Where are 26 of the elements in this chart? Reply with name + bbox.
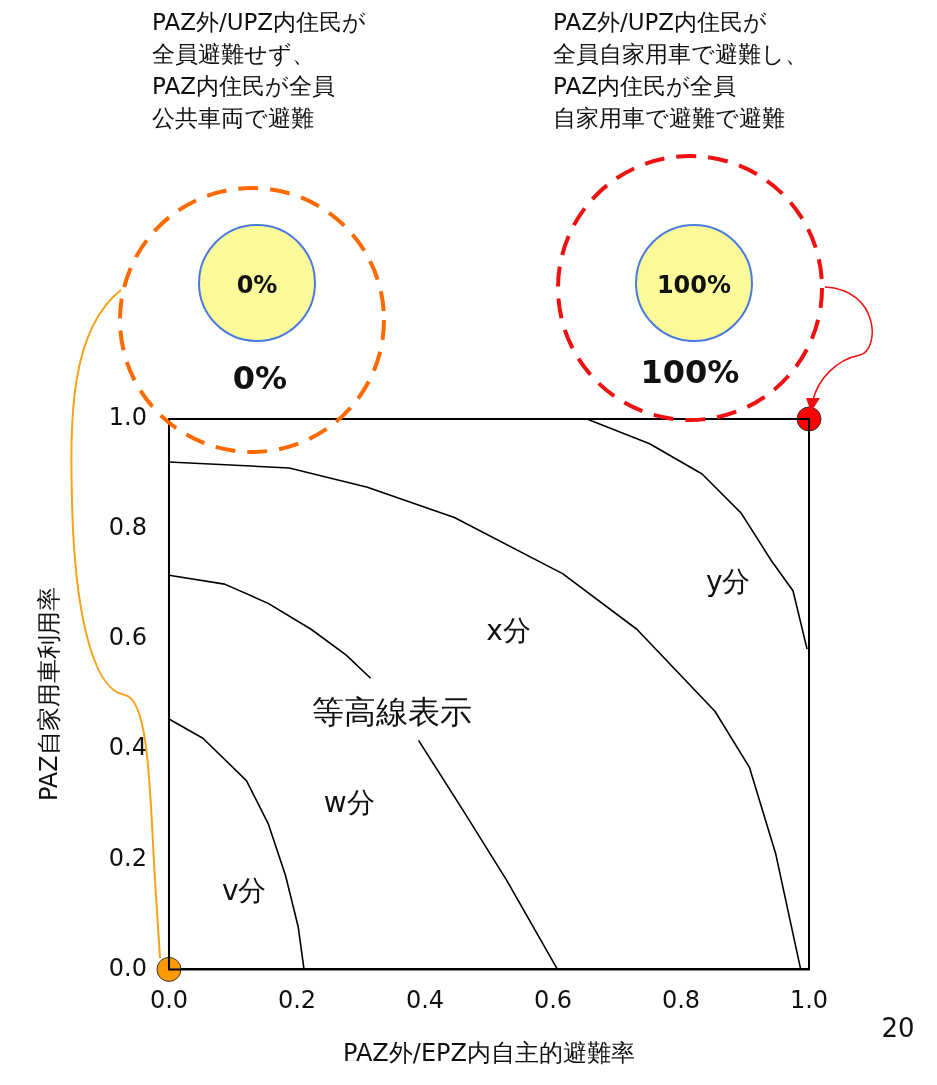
- y-tick-label: 1.0: [108, 403, 147, 432]
- x-tick-label: 0.0: [149, 986, 189, 1015]
- x-tick-label: 0.4: [405, 986, 445, 1015]
- text: 20: [881, 1012, 915, 1044]
- text: PAZ外/UPZ内住民が全員避難せず、PAZ内住民が全員公共車両で避難: [152, 8, 367, 133]
- text: 0%: [236, 270, 278, 301]
- y-tick-label: 0.8: [108, 513, 147, 542]
- text: 100%: [640, 353, 740, 391]
- series-label: x分: [486, 613, 531, 647]
- x-tick-label: 0.8: [661, 986, 701, 1015]
- x-tick-label: 0.6: [533, 986, 573, 1015]
- y-tick-label: 0.6: [108, 623, 147, 652]
- text: PAZ外/UPZ内住民が全員自家用車で避難し、PAZ内住民が全員自家用車で避難で避難: [553, 8, 808, 133]
- annotation: 等高線表示: [312, 693, 472, 731]
- x-tick-label: 1.0: [789, 986, 829, 1015]
- text: 0%: [232, 359, 288, 397]
- series-label: v分: [221, 873, 267, 907]
- series-label: y分: [705, 565, 751, 599]
- y-axis-title: PAZ自家用車利用率: [34, 587, 63, 802]
- y-tick-label: 0.2: [108, 843, 147, 872]
- y-tick-label: 0.0: [108, 953, 147, 982]
- text: w分: [323, 786, 375, 820]
- y-tick-label: 0.4: [108, 733, 147, 762]
- x-axis-title: PAZ外/EPZ内自主的避難率: [343, 1038, 635, 1067]
- text: 100%: [656, 270, 732, 301]
- x-tick-label: 0.2: [277, 986, 317, 1015]
